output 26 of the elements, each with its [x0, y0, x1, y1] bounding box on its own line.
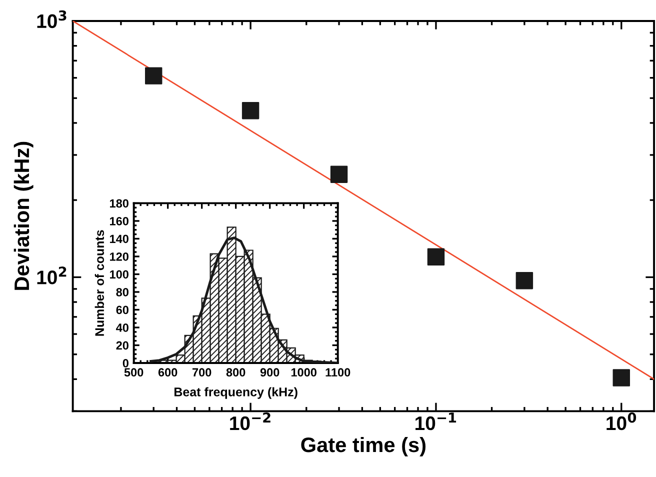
- y-tick-label: 60: [116, 306, 128, 314]
- x-axis-title: Gate time (s): [301, 436, 426, 456]
- y-tick-label: 120: [110, 252, 128, 261]
- x-tick-label: 800: [226, 368, 246, 377]
- y-tick-label: 180: [110, 199, 128, 208]
- x-tick-label: 500: [124, 368, 144, 377]
- x-tick-label: 10$^{−2}$: [230, 412, 270, 430]
- y-tick-label: 80: [116, 288, 128, 296]
- y-tick-label: 40: [116, 324, 128, 332]
- y-tick-label: 10$^{3}$: [37, 10, 66, 28]
- y-tick-label: 140: [110, 234, 128, 244]
- x-tick-label: 1100: [326, 368, 350, 377]
- y-tick-label: 20: [116, 341, 128, 350]
- x-tick-label: 1000: [291, 368, 316, 377]
- y-tick-label: 10$^{2}$: [37, 266, 66, 284]
- x-tick-label: 10$^{0}$: [606, 412, 636, 430]
- y-tick-label: 0: [122, 359, 128, 368]
- y-tick-label: 160: [110, 216, 128, 226]
- y-axis-title: Number of counts: [94, 230, 104, 336]
- x-axis-title: Beat frequency (kHz): [174, 387, 298, 399]
- x-tick-label: 600: [158, 368, 178, 377]
- x-tick-label: 10$^{−1}$: [416, 412, 456, 430]
- y-tick-label: 100: [110, 270, 128, 279]
- y-axis-title: Deviation (kHz): [14, 142, 34, 290]
- x-tick-label: 900: [260, 368, 280, 377]
- x-tick-label: 700: [192, 368, 212, 377]
